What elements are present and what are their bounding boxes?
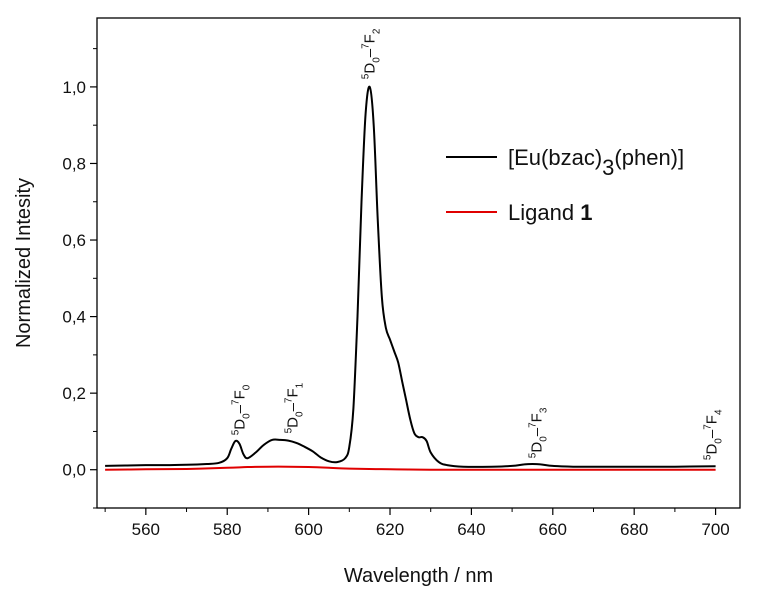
x-tick-label: 580	[213, 520, 241, 539]
transition-label-part: –	[362, 48, 379, 57]
transition-label-part: 7	[361, 43, 372, 49]
transition-label-part: D	[529, 442, 546, 453]
transition-label-part: 0	[539, 436, 550, 442]
transition-label-part: 0	[294, 411, 305, 417]
x-tick-label: 680	[620, 520, 648, 539]
transition-label-part: D	[231, 419, 248, 430]
x-tick-label: 600	[294, 520, 322, 539]
transition-label-part: 0	[241, 384, 252, 390]
transition-label-part: D	[704, 444, 721, 455]
transition-label-part: D	[362, 63, 379, 74]
legend-label: [Eu(bzac)3(phen)]	[508, 145, 684, 180]
transition-label-part: 0	[372, 57, 383, 63]
legend-label-text: [Eu(bzac)	[508, 145, 602, 170]
y-axis: 0,0 0,2 0,4 0,6 0,8 1,0	[62, 48, 97, 509]
transition-label-part: F	[362, 34, 379, 43]
x-axis-title: Wavelength / nm	[344, 565, 493, 587]
transition-label-part: D	[284, 417, 301, 428]
y-tick-label: 0,0	[62, 461, 86, 480]
y-tick-label: 0,2	[62, 384, 86, 403]
transition-label: 5D0–7F2	[361, 28, 383, 79]
x-axis: 560 580 600 620 640 660 680 700	[104, 508, 730, 539]
transition-label-part: 3	[539, 407, 550, 413]
transition-label-part: –	[529, 427, 546, 436]
legend: [Eu(bzac)3(phen)] Ligand 1	[446, 145, 684, 225]
transition-label-part: 7	[703, 424, 714, 430]
y-tick-label: 0,4	[62, 308, 86, 327]
transition-label-part: 5	[703, 454, 714, 460]
transition-label: 5D0–7F3	[528, 407, 550, 458]
x-tick-label: 560	[132, 520, 160, 539]
y-tick-label: 1,0	[62, 78, 86, 97]
transition-label-part: 7	[283, 397, 294, 403]
x-tick-label: 660	[539, 520, 567, 539]
series-layer	[105, 85, 716, 471]
legend-label-subscript: 3	[602, 155, 614, 180]
transition-label-part: F	[529, 413, 546, 422]
transition-label-part: 0	[241, 413, 252, 419]
y-tick-label: 0,6	[62, 231, 86, 250]
transition-label: 5D0–7F4	[703, 409, 725, 460]
transition-label-part: F	[231, 390, 248, 399]
y-tick-label: 0,8	[62, 154, 86, 173]
transition-label-part: –	[284, 402, 301, 411]
x-tick-label: 620	[376, 520, 404, 539]
transition-label-part: 5	[283, 427, 294, 433]
transition-label-part: 5	[528, 452, 539, 458]
series-eu-complex-line	[105, 85, 716, 468]
transition-label-part: –	[231, 404, 248, 413]
transition-label-part: –	[704, 429, 721, 438]
transition-label-part: 7	[528, 422, 539, 428]
legend-label: Ligand 1	[508, 200, 592, 225]
x-tick-label: 640	[457, 520, 485, 539]
transition-label-part: 1	[294, 382, 305, 388]
transition-label-part: 0	[714, 438, 725, 444]
series-ligand-line	[105, 465, 716, 471]
legend-label-text: (phen)]	[614, 145, 684, 170]
transition-label-part: 5	[361, 73, 372, 79]
transition-label-part: 2	[372, 28, 383, 34]
legend-label-bold: 1	[580, 200, 592, 225]
transition-label-part: F	[284, 388, 301, 397]
legend-label-text: Ligand	[508, 200, 580, 225]
y-axis-title: Normalized Intesity	[13, 178, 35, 348]
plot-border	[96, 17, 741, 509]
x-tick-label: 700	[701, 520, 729, 539]
transition-label: 5D0–7F1	[283, 382, 305, 433]
transition-label-part: 7	[230, 399, 241, 405]
transition-label: 5D0–7F0	[230, 384, 252, 435]
plot-frame	[96, 17, 741, 509]
transition-label-part: F	[704, 415, 721, 424]
transition-label-part: 4	[714, 409, 725, 415]
transition-label-part: 5	[230, 429, 241, 435]
